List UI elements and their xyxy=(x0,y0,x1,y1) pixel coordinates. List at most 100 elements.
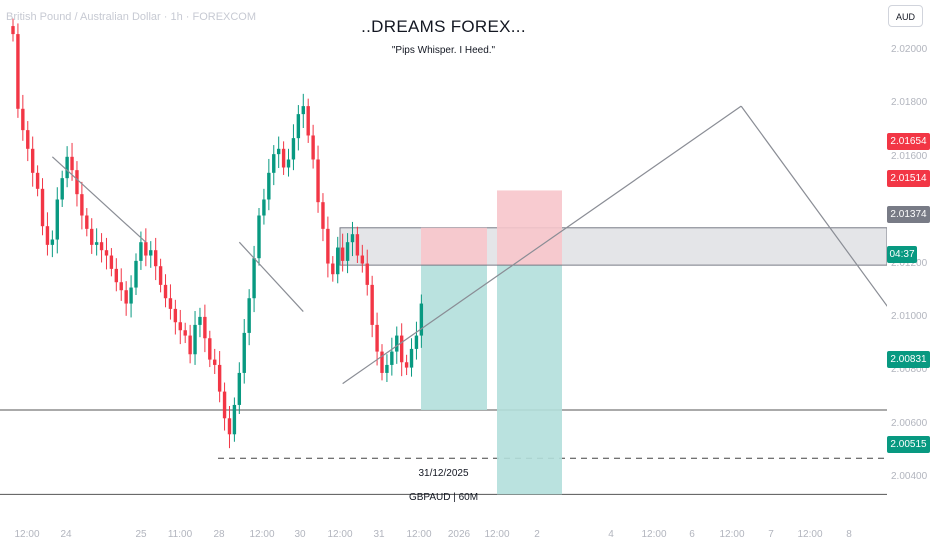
symbol-title[interactable]: British Pound / Australian Dollar · 1h ·… xyxy=(6,11,257,23)
candle-body xyxy=(163,284,168,299)
price-tick: 2.00400 xyxy=(891,471,928,482)
currency-button[interactable]: AUD xyxy=(888,5,923,27)
time-tick: 12:00 xyxy=(249,529,275,540)
position-loss-zone xyxy=(421,227,487,266)
candle-body xyxy=(149,250,153,256)
time-tick: 12:00 xyxy=(406,529,432,540)
time-tick: 8 xyxy=(846,529,852,540)
candle-body xyxy=(311,135,315,160)
price-label-entry: 2.01374 xyxy=(887,206,930,223)
time-tick: 28 xyxy=(213,529,225,540)
price-tick: 2.01200 xyxy=(891,258,928,269)
time-tick: 12:00 xyxy=(797,529,823,540)
watermark-pair: GBPAUD | 60M xyxy=(408,492,479,503)
candle-body xyxy=(222,391,227,419)
price-tick: 2.00600 xyxy=(891,418,928,429)
candle-body xyxy=(350,234,355,243)
candle-body xyxy=(70,156,74,171)
candle-body xyxy=(90,228,94,245)
candle-body xyxy=(153,250,158,267)
trendline xyxy=(51,156,147,243)
candle-body xyxy=(272,154,276,173)
candle-body xyxy=(316,159,320,203)
candle-body xyxy=(144,242,148,256)
candle-body xyxy=(30,148,35,173)
candle-body xyxy=(296,114,301,139)
candle-body xyxy=(168,298,173,309)
candle-body xyxy=(375,324,379,352)
candle-body xyxy=(109,255,114,269)
candle-body xyxy=(331,263,335,275)
trendline xyxy=(740,105,887,307)
price-tick: 2.01800 xyxy=(891,97,928,108)
candle-body xyxy=(385,364,389,373)
candle-body xyxy=(178,322,182,331)
trendline xyxy=(238,241,304,312)
candle-body xyxy=(94,242,99,245)
candle-body xyxy=(326,228,330,264)
time-tick: 12:00 xyxy=(14,529,40,540)
candle-body xyxy=(267,172,271,200)
candle-body xyxy=(419,303,424,336)
candle-body xyxy=(80,194,84,216)
candle-body xyxy=(409,348,414,368)
candle-body xyxy=(183,330,187,336)
candle-body xyxy=(173,308,178,323)
candle-body xyxy=(301,106,305,115)
chart-canvas[interactable] xyxy=(0,0,887,550)
candle-body xyxy=(380,351,384,373)
candle-body xyxy=(321,202,325,229)
price-tick: 2.00800 xyxy=(891,364,928,375)
candle-body xyxy=(217,364,222,392)
candle-body xyxy=(399,335,404,363)
candle-body xyxy=(55,199,59,240)
price-label-target-1: 2.00831 xyxy=(887,351,930,368)
candle-body xyxy=(237,372,242,405)
watermark-date: 31/12/2025 xyxy=(418,468,469,479)
time-tick: 4 xyxy=(608,529,614,540)
candle-body xyxy=(340,247,345,261)
candle-body xyxy=(158,266,163,285)
time-tick: 12:00 xyxy=(327,529,353,540)
time-tick: 12:00 xyxy=(719,529,745,540)
candle-body xyxy=(345,242,350,261)
candle-body xyxy=(286,159,291,168)
candle-body xyxy=(40,188,45,227)
candle-body xyxy=(60,178,64,200)
candle-body xyxy=(16,34,20,109)
price-tick: 2.01600 xyxy=(891,151,928,162)
price-tick: 2.01000 xyxy=(891,311,928,322)
time-tick: 12:00 xyxy=(641,529,667,540)
candle-body xyxy=(21,108,25,131)
candle-body xyxy=(208,338,212,360)
candle-body xyxy=(75,170,79,195)
time-tick: 24 xyxy=(60,529,72,540)
position-profit-zone xyxy=(421,265,487,411)
candle-body xyxy=(134,260,138,288)
time-tick: 31 xyxy=(373,529,385,540)
candle-body xyxy=(281,148,286,168)
candle-body xyxy=(99,242,104,251)
candle-body xyxy=(232,404,237,435)
candle-body xyxy=(390,351,394,365)
candle-body xyxy=(257,215,261,259)
candle-body xyxy=(45,226,50,245)
watermark-title: ..DREAMS FOREX... xyxy=(361,17,526,36)
price-label-take-profit-high: 2.01654 xyxy=(887,133,930,150)
candle-body xyxy=(188,335,192,355)
bar-countdown: 04:37 xyxy=(887,246,917,263)
candle-body xyxy=(198,316,202,325)
candle-body xyxy=(276,148,281,155)
time-tick: 2026 xyxy=(447,529,471,540)
candle-body xyxy=(247,298,251,333)
candle-body xyxy=(114,268,119,283)
candle-body xyxy=(50,239,55,245)
candle-body xyxy=(35,172,40,189)
trendline xyxy=(342,105,742,385)
candle-body xyxy=(26,130,30,149)
candle-body xyxy=(129,287,133,304)
price-axis[interactable] xyxy=(887,0,932,550)
candle-body xyxy=(242,332,246,373)
candle-body xyxy=(306,106,310,136)
